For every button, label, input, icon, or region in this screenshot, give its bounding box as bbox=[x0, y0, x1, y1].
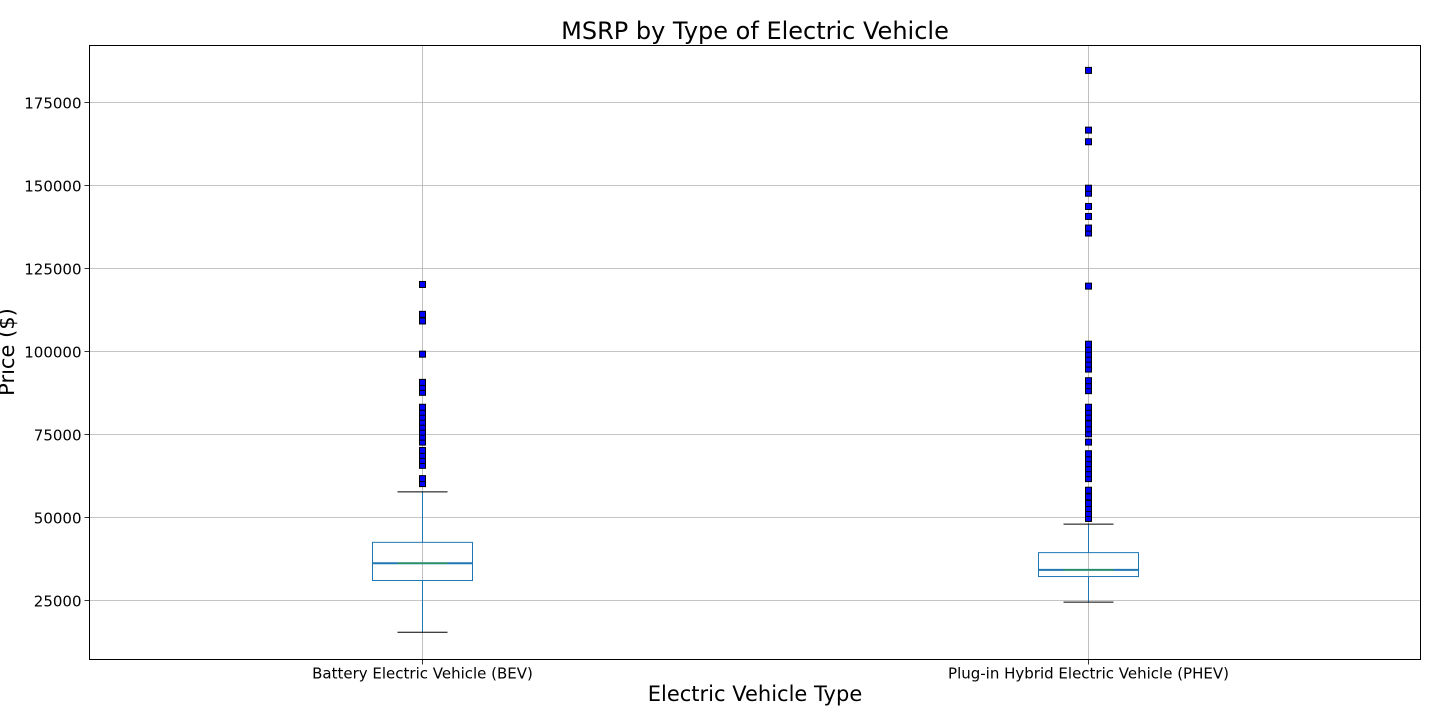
y-tick-label: 125000 bbox=[24, 261, 81, 279]
y-tick-label: 175000 bbox=[24, 95, 81, 113]
chart-title: MSRP by Type of Electric Vehicle bbox=[561, 17, 949, 45]
y-axis-label: Price ($) bbox=[0, 308, 19, 396]
outlier-point bbox=[1085, 493, 1092, 501]
outlier-point bbox=[419, 350, 426, 358]
box-group bbox=[372, 280, 473, 633]
outlier-point bbox=[1085, 403, 1092, 411]
outlier-point bbox=[1085, 184, 1092, 192]
outlier-point bbox=[419, 378, 426, 386]
x-axis-label: Electric Vehicle Type bbox=[648, 682, 863, 706]
y-axis: 25000 50000 75000 100000 125000 150000 175000 bbox=[24, 95, 90, 611]
box-iqr bbox=[1038, 552, 1139, 578]
outlier-point bbox=[1085, 202, 1092, 210]
box-group bbox=[1038, 66, 1139, 603]
y-tick-label: 25000 bbox=[34, 593, 82, 611]
box-series bbox=[372, 66, 1139, 633]
outlier-point bbox=[1085, 438, 1092, 446]
outlier-point bbox=[419, 317, 426, 325]
outlier-point bbox=[1085, 486, 1092, 494]
box-iqr bbox=[372, 541, 473, 582]
outlier-point bbox=[1085, 377, 1092, 385]
plot-frame bbox=[89, 45, 1421, 660]
x-axis: Battery Electric Vehicle (BEV) Plug-in Hy… bbox=[312, 659, 1229, 683]
outlier-point bbox=[419, 475, 426, 483]
outlier-point bbox=[1085, 340, 1092, 348]
y-tick-label: 150000 bbox=[24, 178, 81, 196]
outlier-point bbox=[1085, 420, 1092, 428]
x-tick-label: Battery Electric Vehicle (BEV) bbox=[312, 665, 533, 683]
outlier-point bbox=[1085, 66, 1092, 74]
outlier-point bbox=[1085, 126, 1092, 134]
outlier-point bbox=[419, 446, 426, 454]
outlier-point bbox=[1085, 212, 1092, 220]
outlier-point bbox=[419, 310, 426, 318]
outlier-point bbox=[1085, 138, 1092, 146]
outlier-point bbox=[419, 403, 426, 411]
y-tick-label: 75000 bbox=[34, 427, 82, 445]
x-tick-label: Plug-in Hybrid Electric Vehicle (PHEV) bbox=[948, 665, 1229, 683]
outlier-point bbox=[419, 280, 426, 288]
y-tick-label: 100000 bbox=[24, 344, 81, 362]
outlier-point bbox=[1085, 224, 1092, 232]
outlier-point bbox=[1085, 450, 1092, 458]
grid-lines bbox=[89, 45, 1421, 660]
outlier-point bbox=[1085, 282, 1092, 290]
outlier-point bbox=[1085, 500, 1092, 508]
y-tick-label: 50000 bbox=[34, 510, 82, 528]
